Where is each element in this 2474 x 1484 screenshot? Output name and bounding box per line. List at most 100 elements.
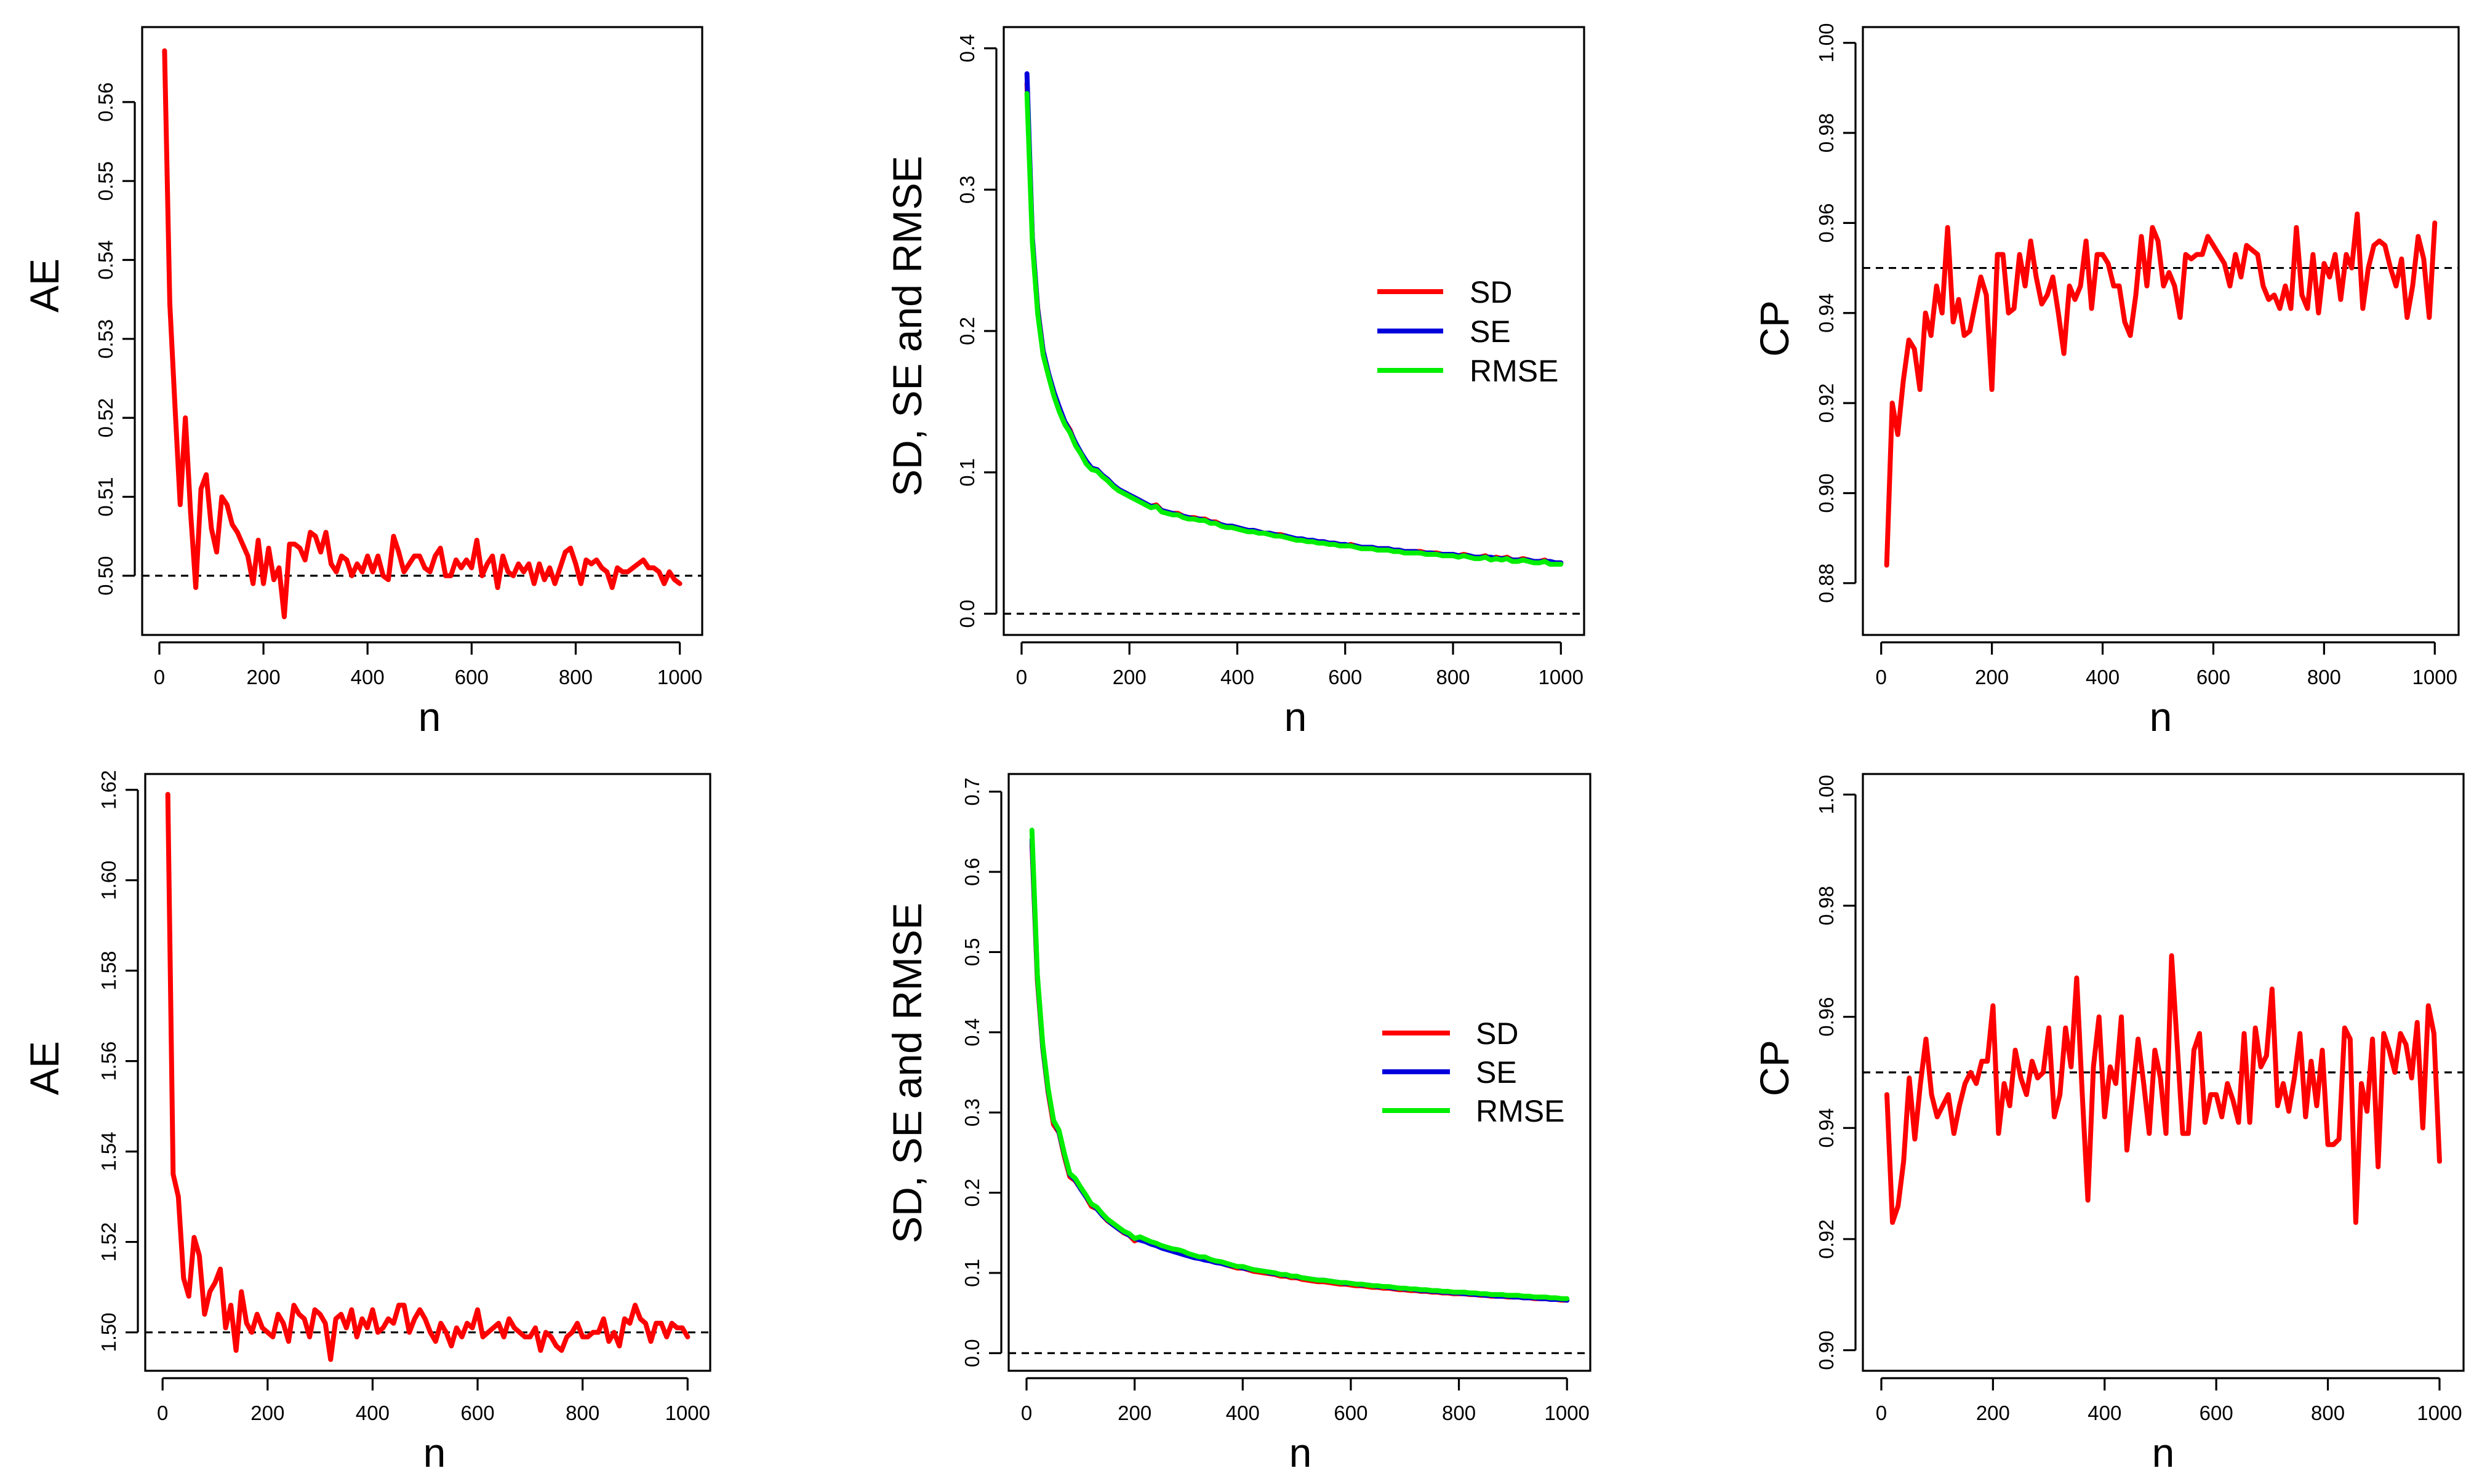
y-tick-label: 1.54 bbox=[97, 1131, 120, 1171]
legend: SD SE RMSE bbox=[1377, 275, 1558, 388]
x-tick-label: 200 bbox=[1975, 666, 2009, 688]
y-tick-label: 1.00 bbox=[1815, 775, 1838, 814]
panel-bottom-middle: n SD, SE and RMSE SD SE RMSE 0 200 400 600 8… bbox=[884, 773, 1591, 1475]
series-line-cp bbox=[1884, 953, 2442, 1225]
y-tick-label: 0.51 bbox=[94, 477, 117, 516]
x-tick-label: 600 bbox=[2200, 1402, 2233, 1424]
x-tick-label: 800 bbox=[2307, 666, 2341, 688]
x-tick-label: 1000 bbox=[665, 1402, 710, 1424]
series-line-rmse bbox=[1024, 91, 1564, 567]
x-tick-label: 400 bbox=[1220, 666, 1254, 688]
y-tick-label: 0.92 bbox=[1815, 383, 1838, 423]
x-tick-label: 800 bbox=[1436, 666, 1470, 688]
x-axis-label: n bbox=[1289, 1430, 1312, 1475]
y-tick-label: 0.88 bbox=[1815, 564, 1838, 603]
x-tick-label: 200 bbox=[250, 1402, 284, 1424]
y-tick-label: 0.98 bbox=[1815, 113, 1838, 153]
series-line-cp bbox=[1884, 211, 2438, 568]
legend-label-se: SE bbox=[1470, 314, 1511, 349]
panel-bottom-left: n AE 0 200 400 600 800 1000 1.50 1.52 1.54 1.56 1.… bbox=[22, 770, 711, 1475]
y-tick-label: 1.50 bbox=[97, 1312, 120, 1352]
y-tick-label: 0.92 bbox=[1815, 1219, 1838, 1259]
y-tick-label: 0.94 bbox=[1815, 1108, 1838, 1147]
y-tick-label: 0.56 bbox=[94, 82, 117, 122]
x-tick-label: 800 bbox=[559, 666, 593, 688]
panel-bottom-right: n CP 0 200 400 600 800 1000 0.90 0.92 0.94 0.96 0.… bbox=[1751, 773, 2465, 1475]
x-axis-label: n bbox=[2150, 694, 2172, 740]
y-tick-label: 0.5 bbox=[961, 938, 983, 966]
y-tick-label: 1.52 bbox=[97, 1222, 120, 1261]
x-tick-label: 200 bbox=[247, 666, 281, 688]
x-tick-label: 200 bbox=[1118, 1402, 1151, 1424]
y-tick-label: 0.0 bbox=[956, 600, 979, 628]
y-tick-label: 0.96 bbox=[1815, 203, 1838, 242]
x-tick-label: 1000 bbox=[2412, 666, 2457, 688]
x-tick-label: 400 bbox=[2088, 1402, 2121, 1424]
panel-top-middle: n SD, SE and RMSE SD SE RMSE 0 200 400 600 8… bbox=[884, 26, 1585, 740]
legend-label-sd: SD bbox=[1476, 1016, 1518, 1051]
x-tick-label: 1000 bbox=[1544, 1402, 1589, 1424]
x-tick-label: 800 bbox=[566, 1402, 599, 1424]
x-axis-label: n bbox=[1284, 694, 1307, 740]
y-tick-label: 0.52 bbox=[94, 398, 117, 437]
y-tick-label: 0.3 bbox=[956, 175, 979, 204]
y-tick-label: 0.54 bbox=[94, 240, 117, 279]
x-tick-label: 1000 bbox=[2417, 1402, 2462, 1424]
y-axis-label: AE bbox=[22, 258, 67, 313]
x-tick-label: 0 bbox=[1016, 666, 1027, 688]
x-tick-label: 0 bbox=[1021, 1402, 1032, 1424]
x-tick-label: 400 bbox=[351, 666, 385, 688]
series-line-ae bbox=[162, 48, 683, 620]
x-tick-label: 0 bbox=[154, 666, 165, 688]
y-tick-label: 0.6 bbox=[961, 858, 983, 886]
y-tick-label: 1.58 bbox=[97, 951, 120, 991]
legend-label-rmse: RMSE bbox=[1476, 1094, 1564, 1128]
panel-top-left: n AE 0 200 400 600 800 1000 0.50 0.51 0.52 0.53 0.… bbox=[22, 26, 703, 740]
y-axis-label: AE bbox=[22, 1041, 67, 1095]
y-tick-label: 0.3 bbox=[961, 1098, 983, 1127]
x-tick-label: 600 bbox=[455, 666, 489, 688]
y-tick-label: 0.4 bbox=[956, 34, 979, 63]
y-tick-label: 0.98 bbox=[1815, 886, 1838, 925]
y-tick-label: 0.4 bbox=[961, 1018, 983, 1047]
y-tick-label: 0.96 bbox=[1815, 997, 1838, 1037]
x-tick-label: 400 bbox=[356, 1402, 390, 1424]
y-tick-label: 0.2 bbox=[956, 317, 979, 345]
x-axis-label: n bbox=[423, 1430, 446, 1475]
x-tick-label: 600 bbox=[2196, 666, 2230, 688]
x-tick-label: 200 bbox=[1976, 1402, 2010, 1424]
y-tick-label: 0.0 bbox=[961, 1339, 983, 1367]
series-line-ae bbox=[165, 792, 691, 1362]
y-tick-label: 1.00 bbox=[1815, 23, 1838, 62]
y-axis-label: SD, SE and RMSE bbox=[884, 903, 930, 1243]
panel-top-right: n CP 0 200 400 600 800 1000 0.88 0.90 0.92 0.94 0.… bbox=[1751, 23, 2460, 740]
y-axis-label: SD, SE and RMSE bbox=[884, 156, 930, 497]
legend-label-sd: SD bbox=[1470, 275, 1512, 309]
legend: SD SE RMSE bbox=[1382, 1016, 1564, 1128]
x-tick-label: 600 bbox=[461, 1402, 495, 1424]
y-tick-label: 0.2 bbox=[961, 1179, 983, 1207]
y-axis-label: CP bbox=[1751, 1040, 1797, 1096]
x-tick-label: 600 bbox=[1328, 666, 1362, 688]
x-tick-label: 1000 bbox=[657, 666, 702, 688]
y-tick-label: 0.94 bbox=[1815, 293, 1838, 333]
x-tick-label: 800 bbox=[1442, 1402, 1476, 1424]
plot-frame bbox=[1003, 26, 1585, 636]
y-tick-label: 0.1 bbox=[961, 1259, 983, 1287]
x-tick-label: 0 bbox=[1876, 666, 1887, 688]
y-tick-label: 0.90 bbox=[1815, 473, 1838, 513]
x-tick-label: 400 bbox=[1226, 1402, 1260, 1424]
x-tick-label: 400 bbox=[2086, 666, 2120, 688]
x-tick-label: 1000 bbox=[1539, 666, 1583, 688]
x-tick-label: 0 bbox=[1876, 1402, 1887, 1424]
x-axis-label: n bbox=[2152, 1430, 2175, 1475]
plot-frame bbox=[141, 26, 703, 636]
y-tick-label: 1.62 bbox=[97, 770, 120, 810]
y-tick-label: 0.1 bbox=[956, 458, 979, 487]
plot-frame bbox=[1862, 26, 2460, 636]
legend-label-se: SE bbox=[1476, 1055, 1517, 1090]
x-tick-label: 600 bbox=[1334, 1402, 1367, 1424]
legend-label-rmse: RMSE bbox=[1470, 354, 1558, 388]
